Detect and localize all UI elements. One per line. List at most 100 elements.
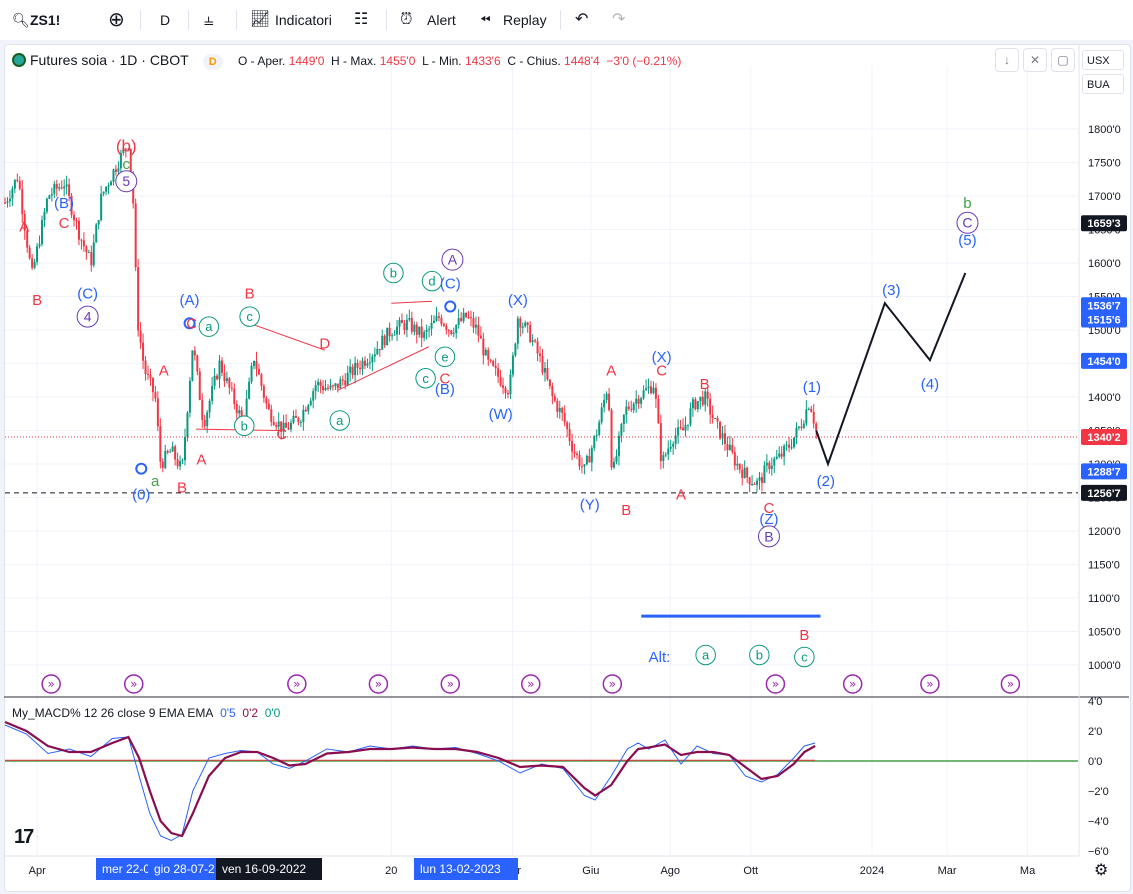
event-marker-icon[interactable]	[521, 674, 541, 694]
event-marker-icon[interactable]	[368, 674, 389, 694]
candle-body	[368, 362, 371, 364]
pivot-marker[interactable]	[135, 462, 148, 475]
candle-body	[383, 335, 386, 346]
candle-body	[588, 456, 591, 463]
candle-body	[198, 371, 201, 400]
pivot-marker[interactable]	[183, 317, 196, 330]
maximize-icon[interactable]: ▢	[1051, 48, 1075, 72]
pivot-marker[interactable]	[444, 300, 457, 313]
candle-body	[664, 454, 667, 456]
candle-body	[748, 477, 751, 485]
wave-label: 4	[84, 309, 92, 325]
macd-legend[interactable]: My_MACD% 12 26 close 9 EMA EMA 0'5 0'2 0…	[12, 706, 280, 720]
alert-button[interactable]: Alert	[427, 12, 456, 28]
candle-body	[117, 168, 120, 172]
candle-body	[267, 403, 270, 410]
wave-label: (b)	[116, 137, 137, 156]
wave-label: (B)	[54, 195, 74, 212]
event-marker-icon[interactable]	[842, 674, 863, 694]
legend-title[interactable]: Futures soia · 1D · CBOT	[30, 52, 189, 68]
candle-body	[174, 446, 177, 460]
event-marker-icon[interactable]	[920, 674, 940, 694]
event-marker-icon[interactable]	[1000, 674, 1021, 694]
wave-label: d	[428, 274, 435, 289]
wave-label: b	[390, 266, 397, 281]
alarm-clock-icon[interactable]: ⏰︎	[400, 11, 413, 28]
currency-select[interactable]: USX	[1082, 50, 1124, 70]
templates-icon[interactable]: ☷	[354, 11, 369, 28]
unit-select[interactable]: BUA	[1082, 74, 1124, 94]
candle-body	[13, 179, 16, 189]
candle-body	[728, 444, 731, 450]
event-marker-icon[interactable]	[765, 674, 786, 694]
candle-body	[124, 148, 127, 150]
event-marker-icon[interactable]	[124, 674, 144, 694]
macd-signal-line[interactable]	[4, 720, 816, 838]
macd-line[interactable]	[4, 724, 816, 842]
wave-label: (X)	[508, 292, 528, 309]
redo-icon[interactable]: ↷	[612, 11, 626, 28]
macd-value: 0'5	[220, 706, 236, 720]
compare-symbol-icon[interactable]: ⊕	[108, 9, 125, 31]
candle-body	[470, 317, 473, 319]
event-marker-icon[interactable]	[41, 674, 61, 694]
tradingview-logo[interactable]: 17	[14, 826, 34, 848]
candle-body	[807, 408, 810, 410]
candle-body	[255, 360, 258, 369]
candle-body	[304, 409, 307, 412]
wave-label: B	[621, 502, 631, 519]
candle-body	[297, 417, 300, 423]
move-down-icon[interactable]: ↓	[995, 48, 1019, 72]
candle-body	[539, 353, 542, 356]
replay-button[interactable]: Replay	[503, 12, 547, 28]
candle-body	[151, 377, 154, 393]
symbol-search[interactable]: ZS1!	[30, 12, 61, 28]
high-value: 1455'0	[379, 54, 416, 68]
event-marker-icon[interactable]	[602, 674, 623, 694]
candle-body	[620, 423, 623, 436]
collapse-icon[interactable]: ✕	[1023, 48, 1047, 72]
candle-body	[386, 327, 389, 346]
wave-label: (Y)	[580, 496, 600, 513]
candle-body	[472, 318, 475, 328]
candle-body	[440, 317, 443, 325]
event-marker-icon[interactable]	[287, 674, 307, 694]
candle-body	[605, 393, 608, 400]
candle-body	[186, 412, 189, 437]
settings-gear-icon[interactable]: ⚙	[1094, 862, 1109, 879]
interval-button[interactable]: D	[160, 12, 171, 28]
candle-body	[110, 181, 113, 186]
rewind-icon[interactable]: ⏪︎	[480, 12, 491, 27]
undo-icon[interactable]: ↶	[575, 11, 589, 28]
candle-body	[388, 327, 391, 337]
candle-body	[790, 447, 793, 449]
candle-body	[526, 322, 529, 325]
event-marker-icon[interactable]	[440, 674, 461, 694]
wave-projection-line[interactable]	[815, 272, 967, 468]
candle-body	[571, 440, 574, 452]
candle-body	[770, 465, 773, 470]
wave-label-circle	[956, 211, 979, 234]
price-tag-label: 1256'7	[1087, 488, 1120, 500]
candle-body	[408, 318, 411, 320]
symbol-search-icon[interactable]: 🔍︎	[12, 12, 30, 28]
candle-body	[43, 211, 46, 220]
candle-body	[647, 386, 650, 389]
indicators-button[interactable]: Indicatori	[275, 12, 332, 28]
bar-style-icon[interactable]: ⫨	[204, 10, 214, 29]
close-label: C - Chius.	[507, 54, 561, 68]
trend-line[interactable]	[337, 346, 430, 391]
candle-body	[363, 360, 366, 366]
trend-line[interactable]	[391, 300, 433, 304]
candle-body	[719, 421, 722, 439]
candle-body	[479, 335, 482, 339]
candle-body	[238, 410, 241, 414]
indicators-icon[interactable]: 📈︎	[250, 11, 271, 28]
candle-body	[610, 410, 613, 468]
macd-tick-label: −4'0	[1088, 816, 1109, 828]
candle-body	[228, 378, 231, 388]
wave-label: c	[122, 156, 130, 173]
candle-body	[176, 459, 179, 467]
trend-line[interactable]	[249, 322, 325, 351]
